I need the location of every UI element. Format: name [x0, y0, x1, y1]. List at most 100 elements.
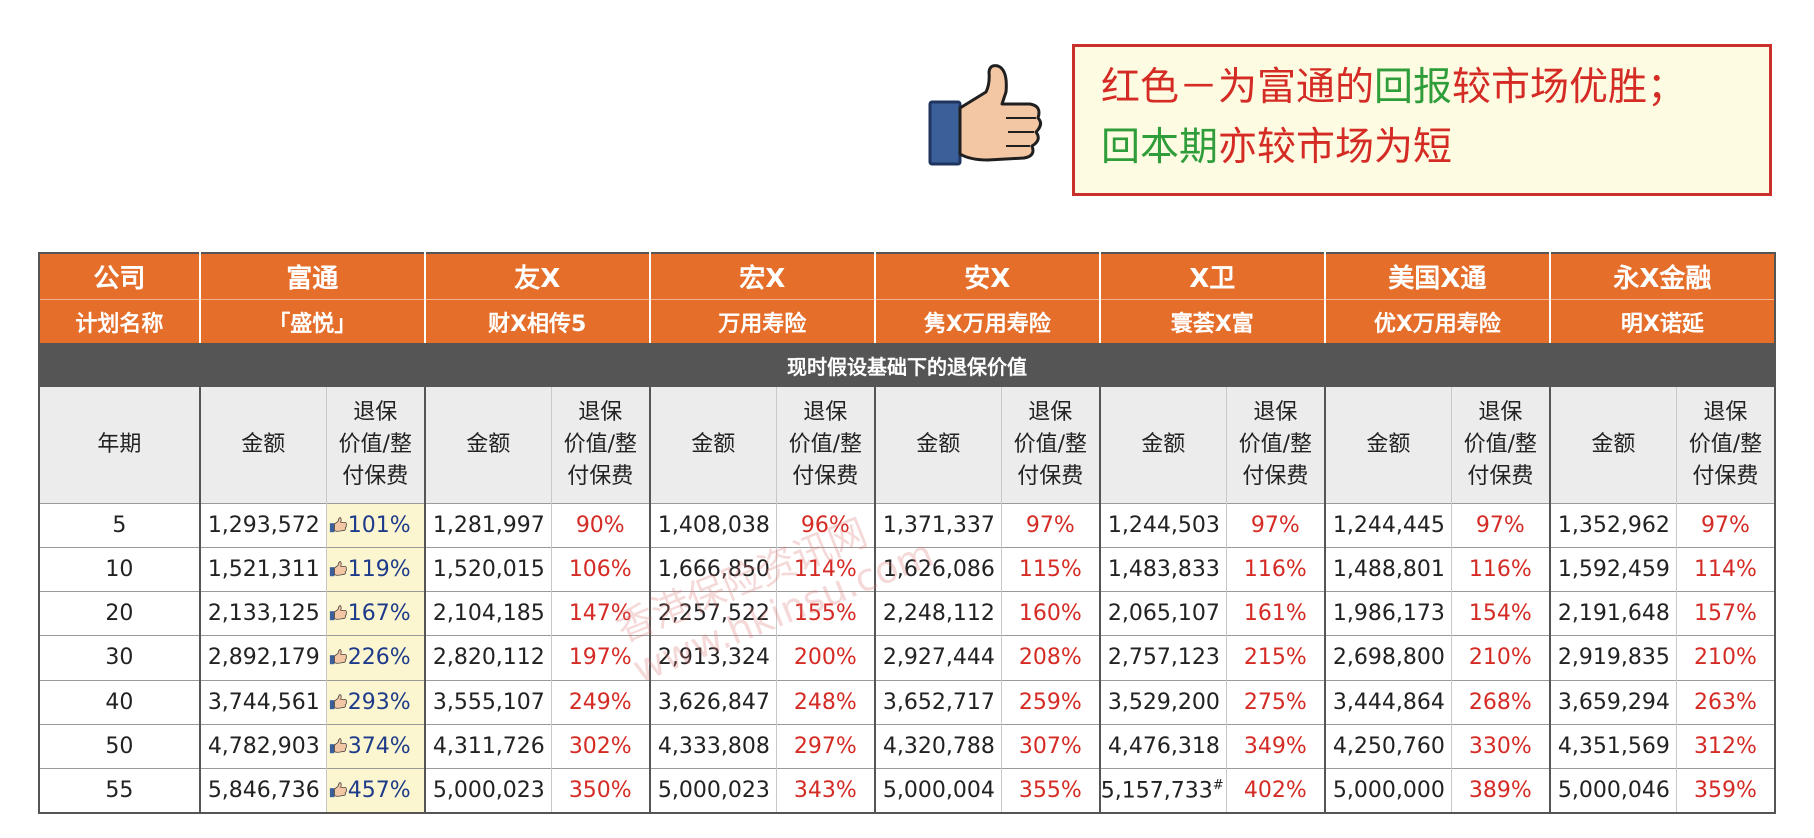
table-body: 5 1,293,572 101% 1,281,997 90% 1,408,038 96% 1,…: [39, 502, 1775, 813]
ratio-value: 160%: [1018, 601, 1082, 627]
ratio-cell: 263%: [1676, 679, 1775, 725]
ratio-cell: 106%: [551, 547, 651, 592]
ratio-header: 退保 价值/整 付保费: [1226, 387, 1326, 504]
ratio-cell: 101%: [326, 502, 426, 548]
ratio-cell: 312%: [1676, 723, 1775, 769]
ratio-header: 退保 价值/整 付保费: [551, 387, 651, 504]
company-name: 美国X通: [1323, 253, 1550, 300]
ratio-value: 389%: [1468, 777, 1532, 803]
plan-name: 财X相传5: [423, 299, 650, 343]
ratio-cell: 402%: [1226, 767, 1326, 813]
ratio-header: 退保价值/整付保费: [776, 387, 876, 504]
amount-value: 2,257,522: [657, 601, 770, 627]
ratio-value: 307%: [1018, 733, 1082, 759]
ratio-cell: 307%: [1001, 723, 1101, 769]
ratio-value: 215%: [1243, 645, 1307, 671]
thumbs-up-icon: [329, 605, 347, 621]
year-label: 年期: [39, 387, 201, 504]
amount-cell: 2,927,444: [874, 635, 1002, 681]
ratio-value: 106%: [568, 557, 632, 583]
ratio-header-line: 退保: [803, 400, 848, 425]
ratio-cell: 210%: [1676, 635, 1775, 681]
ratio-cell: 374%: [326, 723, 426, 769]
ratio-cell: 457%: [326, 767, 426, 813]
ratio-value: 97%: [1025, 513, 1075, 539]
column-header-row: 年期 金额 退保 价值/整 付保费 金额 退保 价值/整 付保费 金额 退保 价值/整 付保费 金额 退保…: [39, 387, 1776, 504]
ratio-cell: 97%: [1001, 502, 1101, 548]
ratio-cell: 97%: [1226, 502, 1326, 548]
amount-cell: 3,444,864: [1324, 679, 1452, 725]
amount-cell: 5,000,046: [1549, 767, 1677, 813]
thumbs-up-icon: [329, 517, 347, 533]
amount-cell: 1,521,311: [199, 547, 327, 592]
ratio-cell: 197%: [551, 635, 651, 681]
company-name: 富通: [198, 253, 425, 300]
ratio-value: 259%: [1018, 689, 1082, 715]
amount-cell: 1,293,572: [199, 502, 327, 548]
amount-cell: 1,626,086: [874, 547, 1002, 592]
ratio-cell: 359%: [1676, 767, 1775, 813]
ratio-header-line: 付保费: [1017, 464, 1084, 489]
ratio-header-line: 退保: [1253, 400, 1298, 425]
amount-cell: 1,408,038: [649, 502, 777, 548]
ratio-header-line: 价值/整: [338, 432, 412, 457]
amount-value: 3,555,107: [432, 689, 545, 715]
amount-cell: 4,782,903: [199, 723, 327, 769]
amount-value: 1,408,038: [657, 513, 770, 539]
ratio-cell: 249%: [551, 679, 651, 725]
ratio-value: 116%: [1243, 557, 1307, 583]
amount-cell: 1,986,173: [1324, 591, 1452, 636]
callout-text: 较市场优胜；: [1452, 65, 1687, 110]
ratio-header-line: 价值/整: [788, 432, 862, 457]
amount-value: 4,333,808: [657, 733, 770, 759]
ratio-cell: 157%: [1676, 591, 1775, 636]
amount-value: 3,652,717: [882, 689, 995, 715]
amount-cell: 5,000,023: [424, 767, 552, 813]
amount-value: 3,744,561: [207, 689, 320, 715]
amount-cell: 5,000,023: [649, 767, 777, 813]
amount-cell: 1,488,801: [1324, 547, 1452, 592]
thumbs-up-icon: [329, 738, 347, 753]
ratio-value: 263%: [1693, 689, 1757, 715]
amount-value: 3,444,864: [1332, 689, 1445, 715]
amount-cell: 1,483,833: [1099, 547, 1227, 592]
table-row: 30 2,892,179 226% 2,820,112 197% 2,913,324 200…: [39, 635, 1775, 681]
ratio-cell: 97%: [1676, 502, 1775, 548]
section-title: 现时假设基础下的退保价值: [39, 343, 1775, 387]
amount-value: 1,371,337: [882, 513, 995, 539]
ratio-cell: 160%: [1001, 591, 1101, 636]
ratio-value: 226%: [347, 645, 411, 671]
amount-cell: 2,913,324: [649, 635, 777, 681]
amount-value: 2,248,112: [882, 601, 995, 627]
amount-value: 3,626,847: [657, 689, 770, 715]
amount-header: 金额: [1099, 387, 1227, 504]
ratio-cell: 161%: [1226, 591, 1326, 636]
ratio-value: 114%: [1693, 557, 1757, 583]
year-cell: 5: [39, 502, 201, 548]
ratio-value: 157%: [1693, 601, 1757, 627]
year-cell: 30: [39, 635, 201, 681]
plan-name: 优X万用寿险: [1323, 299, 1550, 343]
ratio-cell: 114%: [776, 547, 876, 592]
thumbs-up-icon: [329, 693, 347, 709]
amount-header: 金额: [874, 387, 1002, 504]
amount-cell: 3,529,200: [1099, 679, 1227, 725]
amount-value: 1,666,850: [657, 557, 770, 583]
company-name: X卫: [1098, 253, 1325, 300]
ratio-header-line: 退保: [353, 400, 398, 425]
ratio-header: 退保 价值/整 付保费: [1001, 387, 1101, 504]
amount-value: 1,520,015: [432, 557, 545, 583]
amount-value: 2,191,648: [1557, 601, 1670, 627]
ratio-value: 210%: [1468, 645, 1532, 671]
table-row: 20 2,133,125 167% 2,104,185 147% 2,257,522 155…: [39, 591, 1775, 636]
ratio-header-line: 价值/整: [1463, 432, 1538, 457]
ratio-value: 167%: [347, 601, 411, 627]
table-row: 55 5,846,736 457% 5,000,023 350% 5,000,023 343…: [39, 767, 1775, 813]
plan-name: 寰荟X富: [1098, 299, 1325, 343]
ratio-value: 374%: [347, 733, 411, 759]
ratio-header-line: 付保费: [792, 464, 859, 489]
ratio-value: 154%: [1468, 601, 1532, 627]
ratio-cell: 389%: [1451, 767, 1551, 813]
amount-cell: 2,757,123: [1099, 635, 1227, 681]
amount-value: 1,521,311: [207, 557, 320, 583]
